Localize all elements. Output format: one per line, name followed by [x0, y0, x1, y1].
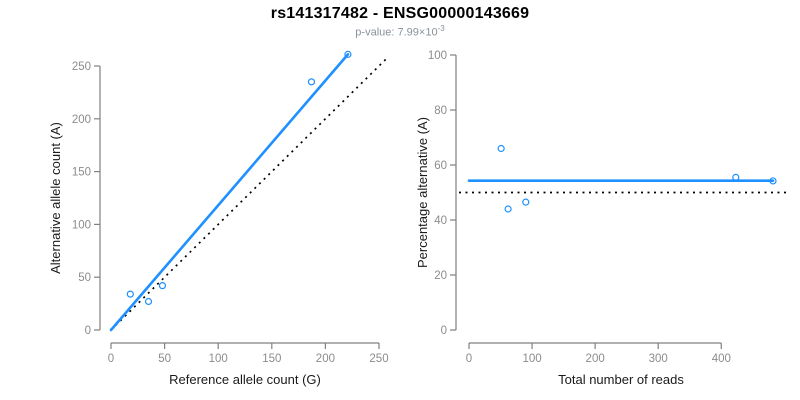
- y-tick-label: 0: [85, 325, 91, 337]
- figure-title: rs141317482 - ENSG00000143669: [270, 5, 530, 22]
- x-tick-label: 0: [108, 353, 114, 365]
- left-panel: 0 50 100 150 200 250 0 50 100 150 200 250 Reference …: [48, 50, 390, 387]
- x-tick-label: 250: [369, 353, 388, 365]
- data-point: [504, 205, 512, 213]
- y-tick-label: 0: [441, 325, 447, 337]
- y-axis-title: Percentage alternative (A): [415, 117, 430, 268]
- y-tick-label: 150: [72, 167, 91, 179]
- identity-line: [110, 55, 390, 331]
- x-axis-title: Total number of reads: [558, 372, 684, 387]
- data-point: [732, 173, 740, 181]
- fit-line: [109, 53, 350, 332]
- y-tick-label: 60: [434, 160, 447, 172]
- data-point: [144, 297, 153, 306]
- x-tick-label: 300: [649, 353, 668, 365]
- x-tick-label: 400: [712, 353, 731, 365]
- x-tick-label: 200: [586, 353, 605, 365]
- data-point: [126, 290, 134, 298]
- y-tick-label: 100: [72, 219, 91, 231]
- figure-subtitle: p-value: 7.99×10-3: [0, 24, 800, 39]
- y-tick-label: 50: [78, 272, 91, 284]
- data-point: [769, 177, 777, 185]
- y-tick-label: 40: [434, 215, 447, 227]
- right-panel: 0 20 40 60 80 100 0 100 200 300 400 Total number of…: [415, 50, 787, 387]
- x-tick-label: 100: [522, 353, 541, 365]
- p-value-exponent: -3: [437, 24, 445, 33]
- y-tick-label: 100: [428, 50, 447, 62]
- x-tick-label: 50: [158, 353, 171, 365]
- data-point: [522, 198, 530, 206]
- x-tick-label: 0: [466, 353, 472, 365]
- x-tick-label: 100: [209, 353, 228, 365]
- y-tick-label: 250: [72, 61, 91, 73]
- data-point: [307, 78, 316, 86]
- x-tick-label: 200: [316, 353, 335, 365]
- y-tick-label: 20: [434, 270, 447, 282]
- p-value-base: 7.99×10: [397, 26, 438, 39]
- x-tick-label: 150: [262, 353, 281, 365]
- p-value-label: p-value:: [355, 26, 398, 39]
- y-tick-label: 80: [434, 105, 447, 117]
- y-axis-title: Alternative allele count (A): [48, 122, 63, 274]
- data-point: [158, 282, 167, 290]
- y-tick-label: 200: [72, 114, 91, 126]
- data-point: [497, 144, 505, 153]
- data-point: [344, 50, 352, 58]
- x-axis-title: Reference allele count (G): [169, 372, 321, 387]
